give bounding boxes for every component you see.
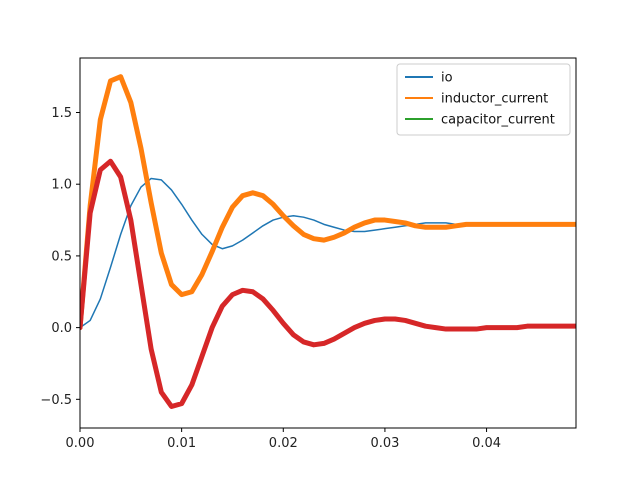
legend-label-capacitor-current: capacitor_current xyxy=(441,113,555,128)
x-tick-label: 0.01 xyxy=(167,436,196,451)
x-tick-label: 0.03 xyxy=(370,436,399,451)
legend-label-io: io xyxy=(441,71,453,86)
y-tick-label: 1.5 xyxy=(51,106,72,121)
y-tick-label: 0.5 xyxy=(51,249,72,264)
y-tick-label: 0.0 xyxy=(51,321,72,336)
axes-layer: 0.00 0.01 0.02 0.03 0.04 −0.5 0.0 0.5 1.0 1.5 xyxy=(40,57,577,451)
axes-frame xyxy=(79,57,577,429)
y-tick-label: 1.0 xyxy=(51,178,72,193)
x-tick-label: 0.04 xyxy=(472,436,501,451)
legend: io inductor_current capacitor_current xyxy=(396,63,571,136)
legend-label-inductor-current: inductor_current xyxy=(441,92,548,107)
series-layer xyxy=(80,74,576,409)
x-tick-label: 0.02 xyxy=(269,436,298,451)
y-tick-label: −0.5 xyxy=(40,393,72,408)
series-line-inductor-current xyxy=(80,74,576,331)
series-line-unlabeled-3 xyxy=(80,158,576,409)
legend-box xyxy=(396,63,571,136)
x-tick-label: 0.00 xyxy=(66,436,95,451)
